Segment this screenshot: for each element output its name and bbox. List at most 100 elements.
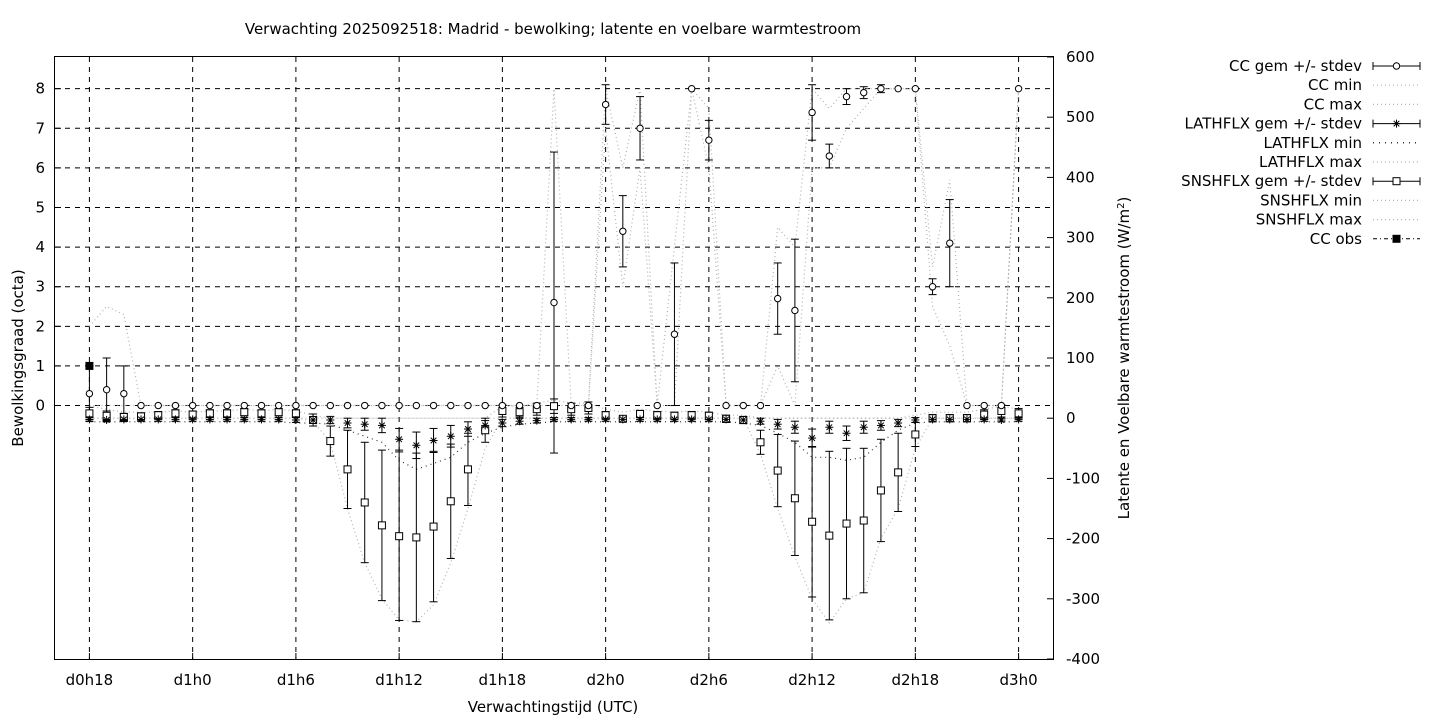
cc-marker — [928, 283, 937, 291]
lathflx-marker — [653, 415, 662, 424]
lathflx-marker — [756, 417, 765, 426]
cc-marker — [137, 401, 145, 410]
cc-marker — [980, 401, 988, 410]
cc-marker — [85, 389, 94, 398]
y-left-tick-label: 7 — [35, 119, 45, 137]
snshflx-marker — [859, 516, 868, 525]
lathflx-marker — [687, 415, 696, 424]
y-right-tick-label: 300 — [1066, 229, 1095, 247]
lathflx-marker — [825, 423, 834, 432]
y-left-tick-label: 8 — [35, 80, 45, 98]
cc-marker — [309, 401, 317, 410]
legend-label: CC gem +/- stdev — [1229, 57, 1362, 75]
snshflx-marker — [395, 532, 404, 541]
legend-label: CC max — [1304, 95, 1363, 113]
lathflx-marker — [360, 420, 369, 429]
cc-marker — [447, 401, 455, 410]
lathflx-marker — [481, 421, 490, 430]
plot-frame — [54, 56, 1054, 660]
legend-label: SNSHFLX max — [1256, 211, 1362, 229]
lathflx-marker — [326, 416, 335, 425]
cc-marker — [464, 401, 472, 410]
y-left-tick-label: 0 — [35, 397, 45, 415]
x-axis-ticks: d0h18 d1h0 d1h6 d1h12 d1h18 d2h0 d2h6 d2h12 d2h1… — [66, 653, 1038, 689]
cc-marker — [739, 401, 747, 410]
cc-marker — [361, 401, 369, 410]
y-axis-right-label: Latente en Voelbare warmtestroom (W/m2) — [1115, 197, 1133, 520]
snshflx-marker — [911, 430, 920, 439]
lathflx-marker — [808, 434, 817, 443]
lathflx-marker — [429, 436, 438, 445]
lathflx-marker — [498, 419, 507, 428]
lathflx-marker — [154, 415, 163, 424]
lathflx-marker — [412, 441, 421, 450]
lathflx-marker — [670, 415, 679, 424]
lathflx-marker — [137, 415, 146, 424]
snshflx-marker — [412, 533, 421, 542]
legend-marker — [1392, 62, 1401, 70]
y-left-tick-label: 6 — [35, 159, 45, 177]
cc-marker — [206, 401, 214, 410]
y-axis-left-ticks: 0 1 2 3 4 5 6 7 8 — [35, 80, 61, 415]
y-axis-left-label: Bewolkingsgraad (octa) — [9, 269, 27, 446]
legend-marker — [1392, 177, 1401, 186]
cc-marker — [326, 401, 335, 410]
cc-marker — [911, 84, 920, 93]
snshflx-marker — [240, 408, 249, 417]
snshflx-marker — [377, 521, 386, 530]
cc-marker — [825, 152, 834, 160]
cc-marker — [1014, 84, 1023, 93]
snshflx-marker — [274, 408, 283, 417]
x-axis-label: Verwachtingstijd (UTC) — [468, 698, 639, 716]
snshflx-marker — [326, 437, 335, 446]
legend-marker — [1392, 234, 1401, 243]
lathflx-marker — [997, 416, 1006, 425]
lathflx-marker — [980, 415, 989, 424]
lathflx-marker — [550, 415, 558, 424]
snshflx-marker — [808, 517, 817, 526]
snshflx-marker — [825, 531, 834, 540]
lathflx-marker — [1014, 415, 1023, 424]
cc-marker — [773, 294, 782, 303]
snshflx-marker — [756, 438, 765, 447]
legend-marker — [1392, 119, 1401, 128]
cc-marker — [378, 401, 386, 410]
cc-marker — [223, 401, 231, 410]
y-right-tick-label: 600 — [1066, 48, 1095, 66]
snshflx-marker — [515, 408, 524, 417]
cc-marker — [154, 401, 162, 410]
lathflx-marker — [928, 415, 937, 424]
cc-marker — [395, 401, 403, 410]
lathflx-marker — [567, 415, 576, 424]
y-right-tick-label: -100 — [1066, 469, 1100, 487]
cc-marker — [567, 401, 575, 410]
lathflx-marker — [894, 419, 903, 428]
cc-marker — [619, 227, 627, 235]
cc-marker — [601, 100, 610, 109]
y-axis-right-ticks: -400 -300 -200 -100 0 100 200 300 400 500 600 — [1047, 48, 1100, 668]
lathflx-marker — [291, 416, 300, 425]
y-right-tick-label: 500 — [1066, 108, 1095, 126]
snshflx-marker — [876, 486, 885, 495]
cc-marker — [171, 401, 180, 410]
cc-marker — [791, 306, 799, 315]
snshflx-marker — [773, 466, 782, 475]
lathflx-marker — [309, 416, 318, 425]
lathflx-marker — [532, 416, 541, 425]
snshflx-marker — [463, 465, 472, 474]
lathflx-marker — [343, 419, 352, 428]
cc-marker — [670, 330, 679, 338]
x-tick-label: d1h6 — [277, 671, 315, 689]
cc-marker — [429, 401, 438, 410]
cc-marker — [722, 401, 730, 410]
lathflx-marker — [601, 415, 610, 424]
x-tick-label: d2h0 — [587, 671, 625, 689]
lathflx-marker — [584, 415, 593, 424]
cc-marker — [412, 401, 421, 410]
lathflx-marker — [102, 416, 111, 425]
legend-label: SNSHFLX gem +/- stdev — [1181, 172, 1362, 190]
lathflx-marker — [722, 415, 731, 424]
lathflx-marker — [636, 415, 645, 424]
